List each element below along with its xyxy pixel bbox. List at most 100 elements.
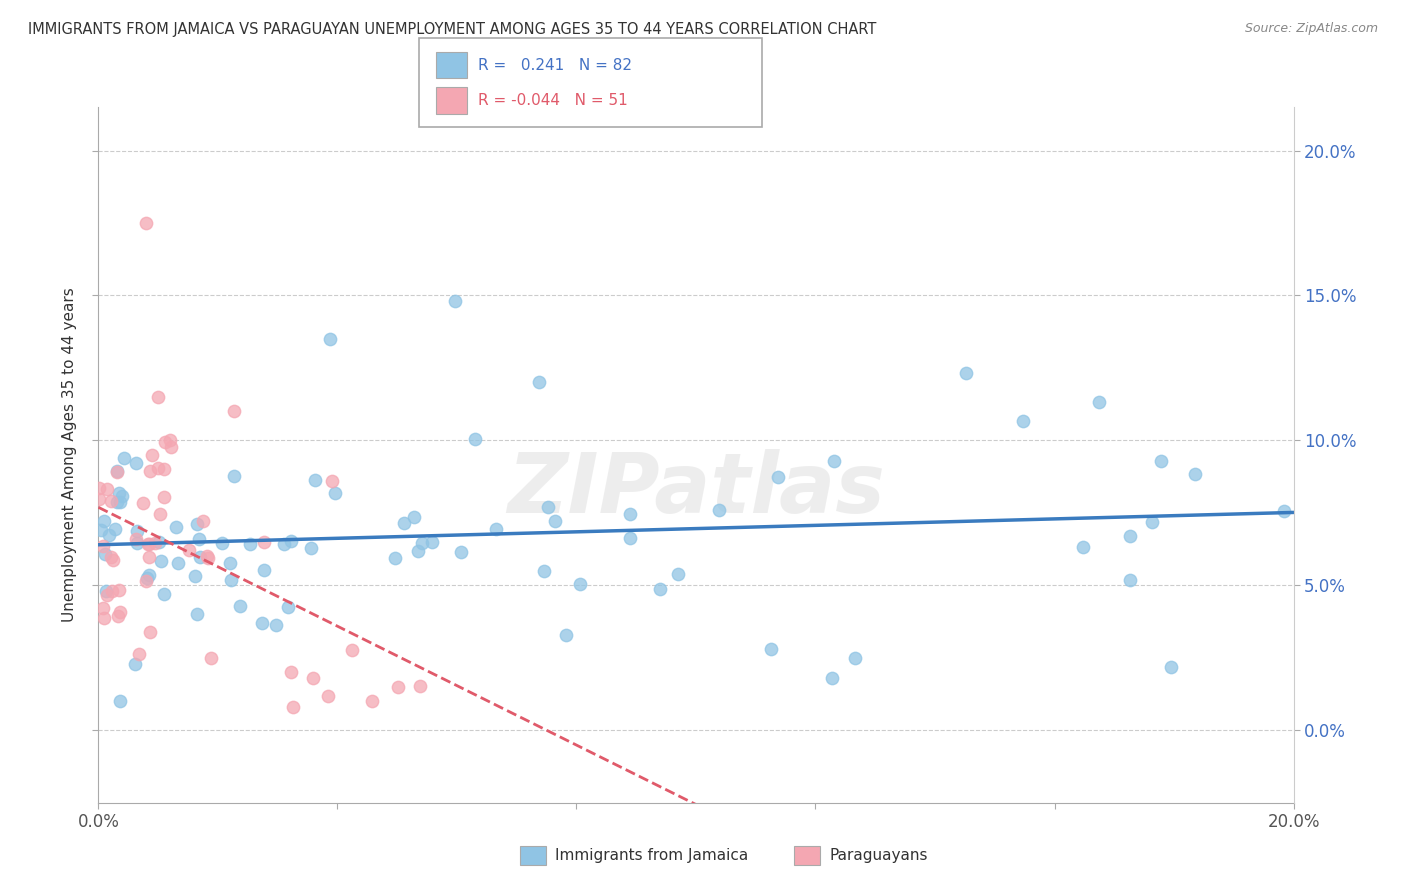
Point: [277, 600, 299, 615]
Point: [96, 483, 118, 497]
Point: [299, 541, 322, 555]
Point: [253, 534, 276, 549]
Point: [105, 495, 128, 509]
Point: [409, 679, 432, 693]
Point: [107, 609, 129, 624]
Point: [318, 332, 340, 346]
Point: [153, 435, 176, 450]
Point: [273, 537, 295, 551]
Point: [188, 532, 211, 546]
Point: [167, 556, 190, 570]
Point: [197, 551, 219, 566]
Point: [1150, 454, 1173, 468]
Point: [342, 642, 364, 657]
Point: [90, 523, 112, 537]
Point: [569, 577, 592, 591]
Point: [323, 486, 346, 500]
Point: [135, 216, 157, 230]
Point: [402, 510, 425, 524]
Point: [191, 514, 214, 528]
Point: [98, 528, 121, 542]
Point: [406, 544, 429, 558]
Point: [195, 549, 218, 563]
Point: [361, 694, 384, 708]
Point: [148, 534, 170, 549]
Point: [619, 507, 641, 521]
Point: [159, 434, 181, 448]
Point: [127, 536, 149, 550]
Point: [138, 537, 160, 551]
Point: [124, 657, 146, 671]
Point: [141, 448, 163, 462]
Point: [105, 464, 128, 478]
Point: [537, 500, 560, 514]
Text: R =   0.241   N = 82: R = 0.241 N = 82: [478, 58, 633, 72]
Point: [250, 616, 273, 631]
Point: [394, 516, 416, 530]
Point: [91, 601, 114, 615]
Point: [1071, 540, 1094, 554]
Point: [1012, 414, 1035, 428]
Y-axis label: Unemployment Among Ages 35 to 44 years: Unemployment Among Ages 35 to 44 years: [62, 287, 77, 623]
Point: [264, 618, 287, 632]
Point: [132, 496, 155, 510]
Point: [136, 537, 159, 551]
Point: [955, 366, 977, 380]
Text: IMMIGRANTS FROM JAMAICA VS PARAGUAYAN UNEMPLOYMENT AMONG AGES 35 TO 44 YEARS COR: IMMIGRANTS FROM JAMAICA VS PARAGUAYAN UN…: [28, 22, 876, 37]
Point: [527, 375, 550, 389]
Point: [138, 625, 160, 640]
Point: [91, 539, 114, 553]
Point: [1088, 395, 1111, 409]
Point: [485, 522, 508, 536]
Point: [544, 514, 567, 528]
Point: [125, 532, 148, 546]
Point: [304, 473, 326, 487]
Point: [96, 588, 118, 602]
Point: [1184, 467, 1206, 481]
Point: [110, 605, 132, 619]
Point: [105, 466, 128, 480]
Point: [93, 611, 115, 625]
Point: [87, 491, 110, 506]
Point: [666, 567, 689, 582]
Point: [159, 441, 181, 455]
Point: [143, 535, 166, 549]
Point: [135, 574, 157, 588]
Text: Paraguayans: Paraguayans: [830, 848, 928, 863]
Point: [146, 460, 169, 475]
Point: [283, 700, 305, 714]
Point: [186, 516, 208, 531]
Point: [108, 583, 131, 598]
Point: [387, 680, 409, 694]
Point: [186, 607, 208, 622]
Point: [94, 548, 117, 562]
Point: [211, 536, 233, 550]
Point: [100, 494, 122, 508]
Point: [153, 490, 176, 504]
Point: [219, 574, 242, 588]
Point: [153, 587, 176, 601]
Point: [384, 550, 406, 565]
Point: [149, 507, 172, 521]
Point: [648, 582, 671, 597]
Point: [464, 433, 486, 447]
Point: [200, 651, 222, 665]
Point: [1118, 529, 1140, 543]
Point: [411, 535, 433, 549]
Point: [100, 549, 122, 564]
Point: [766, 470, 789, 484]
Text: R = -0.044   N = 51: R = -0.044 N = 51: [478, 94, 628, 108]
Point: [1272, 504, 1295, 518]
Point: [103, 522, 125, 536]
Point: [149, 553, 172, 567]
Point: [101, 584, 124, 599]
Point: [420, 535, 443, 549]
Point: [619, 532, 641, 546]
Point: [165, 520, 187, 534]
Point: [87, 482, 110, 496]
Point: [112, 451, 135, 466]
Point: [177, 542, 200, 557]
Point: [148, 390, 170, 404]
Point: [219, 556, 242, 570]
Point: [1140, 515, 1163, 529]
